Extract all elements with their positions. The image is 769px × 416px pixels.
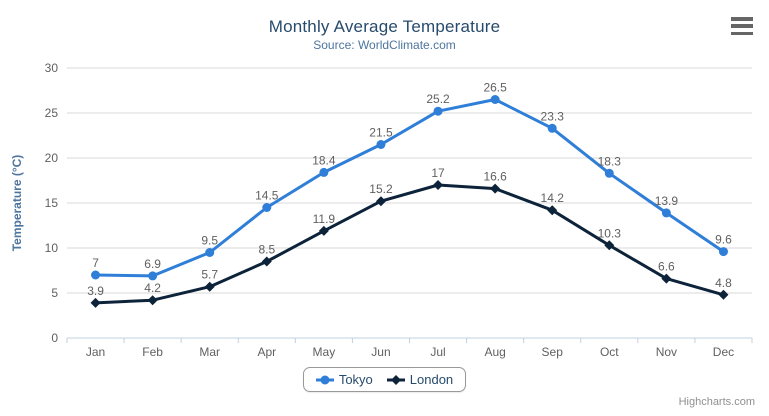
london-series-marker-icon [386,374,405,385]
tokyo-series-marker-icon [315,375,334,384]
y-axis-title: Temperature (°C) [10,155,24,252]
y-axis-tick-label: 0 [51,331,58,345]
x-axis-tick-label: Aug [484,345,505,359]
data-label: 4.8 [715,276,732,290]
data-point[interactable] [319,167,329,177]
credits-link[interactable]: Highcharts.com [678,396,755,408]
data-label: 6.9 [144,257,161,271]
data-label: 18.3 [598,154,622,168]
hamburger-menu-icon [731,24,753,28]
x-axis-tick-label: Mar [199,345,220,359]
data-point[interactable] [376,140,386,149]
data-point[interactable] [318,225,329,236]
data-label: 9.5 [201,234,218,248]
data-point[interactable] [375,196,386,207]
data-label: 6.6 [658,260,675,274]
data-label: 21.5 [369,126,393,140]
legend-item-london[interactable]: London [386,372,454,387]
data-label: 13.9 [655,194,679,208]
x-axis-tick-label: Jun [371,345,390,359]
data-point[interactable] [604,240,615,251]
x-axis-tick-label: Feb [142,345,163,359]
data-point[interactable] [433,106,443,116]
hamburger-menu-icon [731,17,753,21]
data-label: 16.6 [483,170,507,184]
x-axis-tick-label: Nov [656,345,677,359]
y-axis-tick-label: 5 [51,286,58,300]
data-label: 4.2 [144,281,161,295]
legend: Tokyo London [0,367,769,392]
data-label: 10.3 [598,226,622,240]
x-axis-tick-label: Oct [600,345,619,359]
x-axis-tick-label: Sep [542,345,564,359]
chart-subtitle: Source: WorldClimate.com [313,38,456,52]
data-label: 18.4 [312,153,336,167]
data-label: 23.3 [541,109,565,123]
data-point[interactable] [433,180,444,190]
data-point[interactable] [718,247,728,257]
data-point[interactable] [661,273,672,284]
x-axis-tick-label: Apr [257,345,276,359]
data-point[interactable] [147,295,158,306]
legend-box: Tokyo London [302,367,467,392]
data-point[interactable] [262,203,272,212]
data-label: 9.6 [715,233,732,247]
data-point[interactable] [205,248,215,257]
data-label: 8.5 [258,243,275,257]
x-axis-tick-label: May [313,345,336,359]
data-label: 5.7 [201,268,218,282]
data-label: 14.5 [255,189,279,203]
data-point[interactable] [718,289,729,300]
data-label: 26.5 [483,81,507,95]
legend-label-tokyo: Tokyo [338,372,373,387]
y-axis-tick-label: 10 [45,241,59,255]
series-line-tokyo [94,98,725,278]
y-axis-tick-label: 30 [45,61,59,75]
y-axis-tick-label: 15 [45,196,59,210]
data-label: 25.2 [426,92,450,106]
data-point[interactable] [148,271,158,281]
legend-item-tokyo[interactable]: Tokyo [315,372,373,387]
data-label: 15.2 [369,182,393,196]
data-point[interactable] [547,123,557,133]
data-label: 14.2 [541,191,565,205]
legend-label-london: London [409,372,454,387]
y-axis-tick-label: 25 [45,106,59,120]
x-axis-tick-label: Dec [713,345,734,359]
data-point[interactable] [204,281,215,292]
data-label: 11.9 [313,212,336,226]
data-point[interactable] [91,270,101,280]
data-label: 3.9 [87,284,104,298]
data-point[interactable] [490,183,501,194]
data-point[interactable] [90,297,101,308]
data-label: 7 [92,256,99,270]
data-point[interactable] [547,205,558,216]
data-label: 17 [431,166,445,180]
export-menu-button[interactable] [729,15,755,37]
hamburger-menu-icon [731,31,753,35]
data-point[interactable] [661,208,671,218]
x-axis-tick-label: Jan [86,345,105,359]
data-point[interactable] [490,95,500,104]
chart-title: Monthly Average Temperature [268,17,501,36]
y-axis-tick-label: 20 [45,151,59,165]
data-point[interactable] [261,256,272,267]
x-axis-tick-label: Jul [430,345,445,359]
series-line-london [94,183,725,305]
data-point[interactable] [604,168,614,178]
